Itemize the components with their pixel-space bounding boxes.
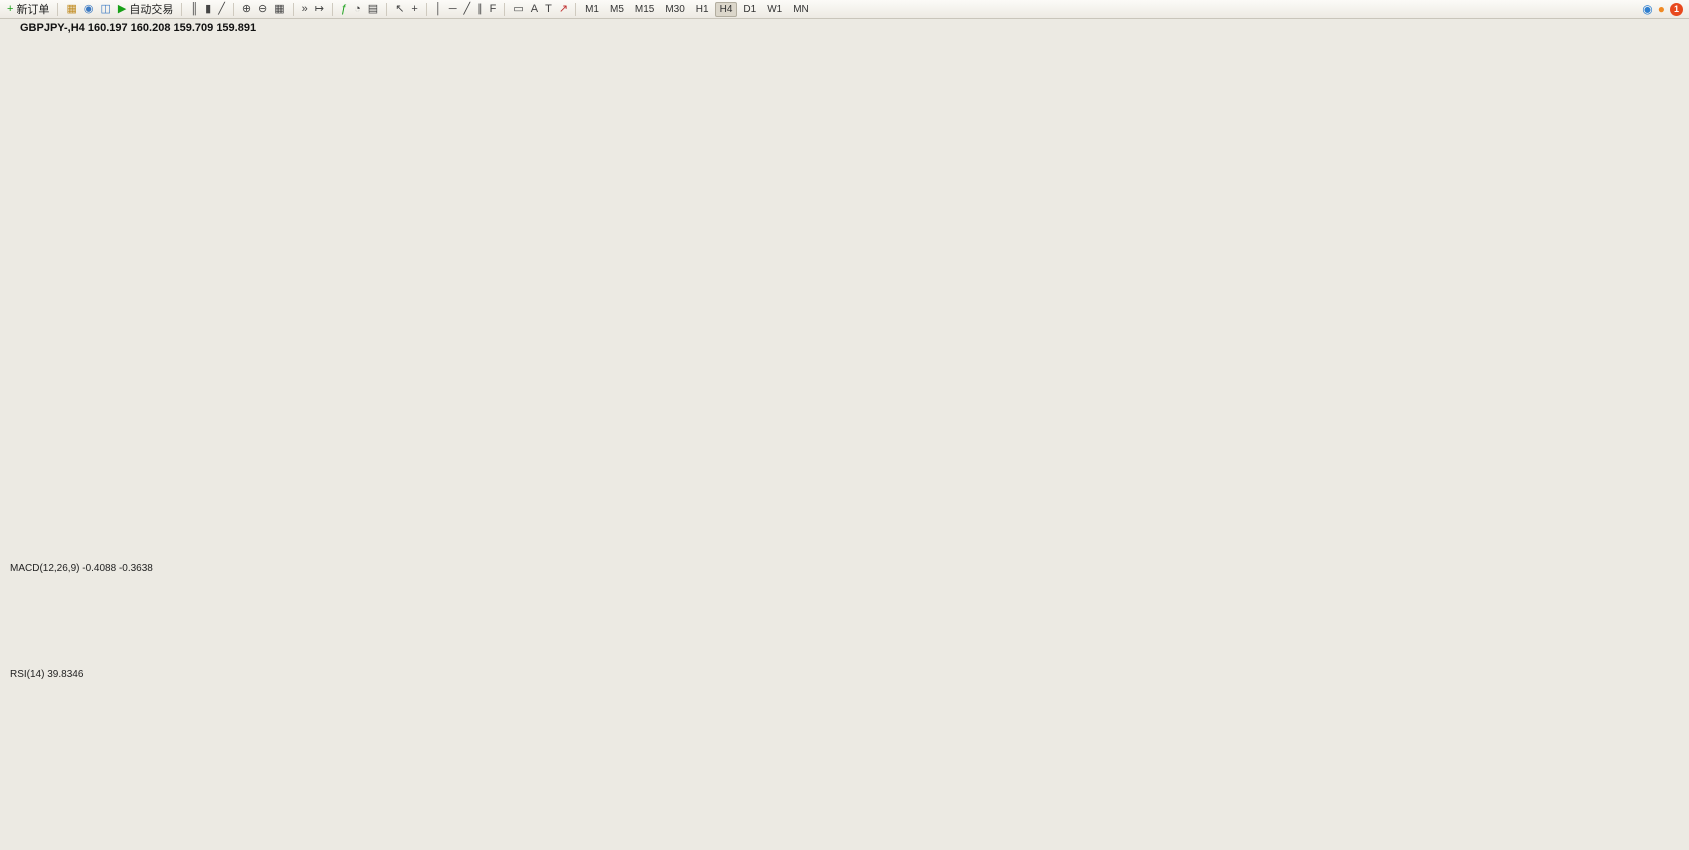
timeframe-w1-button[interactable]: W1 — [767, 3, 783, 15]
autotrading-glyph: ▶ — [117, 2, 127, 15]
arrows-icon-glyph: ↗ — [558, 2, 569, 15]
toolbar-separator — [425, 2, 427, 16]
autotrading-button-label: 自动交易 — [129, 4, 174, 16]
toolbar-separator — [332, 2, 333, 16]
charts-icon[interactable]: ▦ — [63, 1, 79, 17]
timeframe-m15-button[interactable]: M15 — [634, 3, 655, 15]
arrows-icon[interactable]: ↗ — [556, 1, 571, 17]
text-icon[interactable]: A — [528, 1, 541, 17]
toolbar-items: + 新订单 ▦ ◉ ◫ ▶ 自动交易 ║ ▮ ╱ ⊕ ⊖ ▦» ↦ ƒ ◔ ▤ ↖ + │ ─ ╱ ∥ F ▭ A T ↗ — [4, 1, 571, 17]
toolbar-separator — [57, 2, 59, 16]
timeframe-d1-button[interactable]: D1 — [743, 3, 757, 15]
bar-chart-icon[interactable]: ║ — [187, 1, 201, 17]
fibonacci-icon[interactable]: F — [487, 1, 500, 17]
chart-shift-icon-glyph: ↦ — [314, 2, 324, 15]
news-icon[interactable]: ● — [1657, 2, 1665, 16]
profile-icon-glyph: ◉ — [83, 2, 94, 15]
toolbar-separator — [181, 2, 183, 16]
trendline-icon[interactable]: ╱ — [461, 1, 474, 17]
line-chart-icon[interactable]: ╱ — [215, 1, 228, 17]
vertical-line-icon[interactable]: │ — [432, 1, 445, 17]
shapes-icon[interactable]: ▭ — [510, 1, 526, 17]
zoom-in-icon[interactable]: ⊕ — [239, 1, 254, 17]
timeframe-m1-button[interactable]: M1 — [585, 3, 599, 15]
market-watch-icon-glyph: ◫ — [100, 2, 111, 15]
charts-icon-glyph: ▦ — [66, 2, 77, 15]
timeframe-h4-button[interactable]: H4 — [714, 1, 738, 17]
timeframe-toolbar: M1 M5 M15 M30 H1 H4 D1 W1 MN — [580, 1, 814, 17]
indicators-icon-glyph: ƒ — [341, 2, 348, 15]
toolbar-separator — [575, 2, 577, 16]
new-order-button-label: 新订单 — [16, 4, 50, 16]
fibonacci-icon-glyph: F — [489, 2, 497, 15]
alerts-badge[interactable]: 1 — [1670, 2, 1683, 16]
profile-icon[interactable]: ◉ — [81, 1, 97, 17]
cursor-icon-glyph: ↖ — [395, 2, 405, 15]
zoom-out-icon[interactable]: ⊖ — [255, 1, 270, 17]
timeframe-mn-button[interactable]: MN — [793, 3, 809, 15]
tile-windows-icon[interactable]: ▦ — [271, 1, 287, 17]
indicators-icon[interactable]: ƒ — [338, 1, 350, 17]
tile-windows-icon-glyph: ▦ — [274, 2, 285, 15]
market-watch-icon[interactable]: ◫ — [97, 1, 113, 17]
horizontal-line-icon-glyph: ─ — [448, 2, 457, 15]
community-icon[interactable]: ◉ — [1642, 2, 1653, 16]
chart-shift-icon[interactable]: ↦ — [312, 1, 327, 17]
vertical-line-icon-glyph: │ — [434, 2, 442, 15]
toolbar-separator — [386, 2, 388, 16]
toolbar-separator — [292, 2, 294, 16]
line-chart-icon-glyph: ╱ — [218, 2, 225, 15]
toolbar-separator — [504, 2, 506, 16]
new-order-glyph: + — [7, 2, 14, 15]
crosshair-icon[interactable]: + — [408, 1, 420, 17]
bar-chart-icon-glyph: ║ — [190, 2, 199, 15]
auto-scroll-icon[interactable]: » — [299, 1, 311, 17]
cursor-icon[interactable]: ↖ — [392, 1, 407, 17]
channel-icon[interactable]: ∥ — [474, 1, 486, 17]
toolbar-right: ◉ ● 1 — [1642, 2, 1685, 16]
text-icon-glyph: A — [530, 2, 539, 15]
label-icon-glyph: T — [545, 2, 552, 15]
auto-scroll-icon-glyph: » — [301, 2, 308, 15]
zoom-in-icon-glyph: ⊕ — [241, 2, 252, 15]
zoom-out-icon-glyph: ⊖ — [258, 2, 268, 15]
horizontal-line-icon[interactable]: ─ — [446, 1, 460, 17]
channel-icon-glyph: ∥ — [477, 2, 483, 15]
toolbar-separator — [232, 2, 234, 16]
crosshair-icon-glyph: + — [411, 2, 418, 15]
label-icon[interactable]: T — [542, 1, 555, 17]
candlestick-chart-icon-glyph: ▮ — [205, 2, 212, 15]
new-order-button[interactable]: + 新订单 — [4, 1, 52, 17]
timeframe-h1-button[interactable]: H1 — [695, 3, 709, 15]
candlestick-chart-icon[interactable]: ▮ — [202, 1, 214, 17]
periods-icon[interactable]: ◔ — [351, 1, 364, 17]
toolbar: + 新订单 ▦ ◉ ◫ ▶ 自动交易 ║ ▮ ╱ ⊕ ⊖ ▦» ↦ ƒ ◔ ▤ ↖ + │ ─ ╱ ∥ F ▭ A T ↗ M1 M5 M… — [0, 0, 1689, 19]
periods-icon-glyph: ◔ — [354, 2, 361, 15]
templates-icon[interactable]: ▤ — [365, 1, 381, 17]
templates-icon-glyph: ▤ — [367, 2, 379, 15]
trendline-icon-glyph: ╱ — [463, 2, 471, 15]
shapes-icon-glyph: ▭ — [513, 2, 524, 15]
autotrading-button[interactable]: ▶ 自动交易 — [115, 1, 176, 17]
timeframe-m5-button[interactable]: M5 — [609, 3, 624, 15]
timeframe-m30-button[interactable]: M30 — [665, 3, 685, 15]
